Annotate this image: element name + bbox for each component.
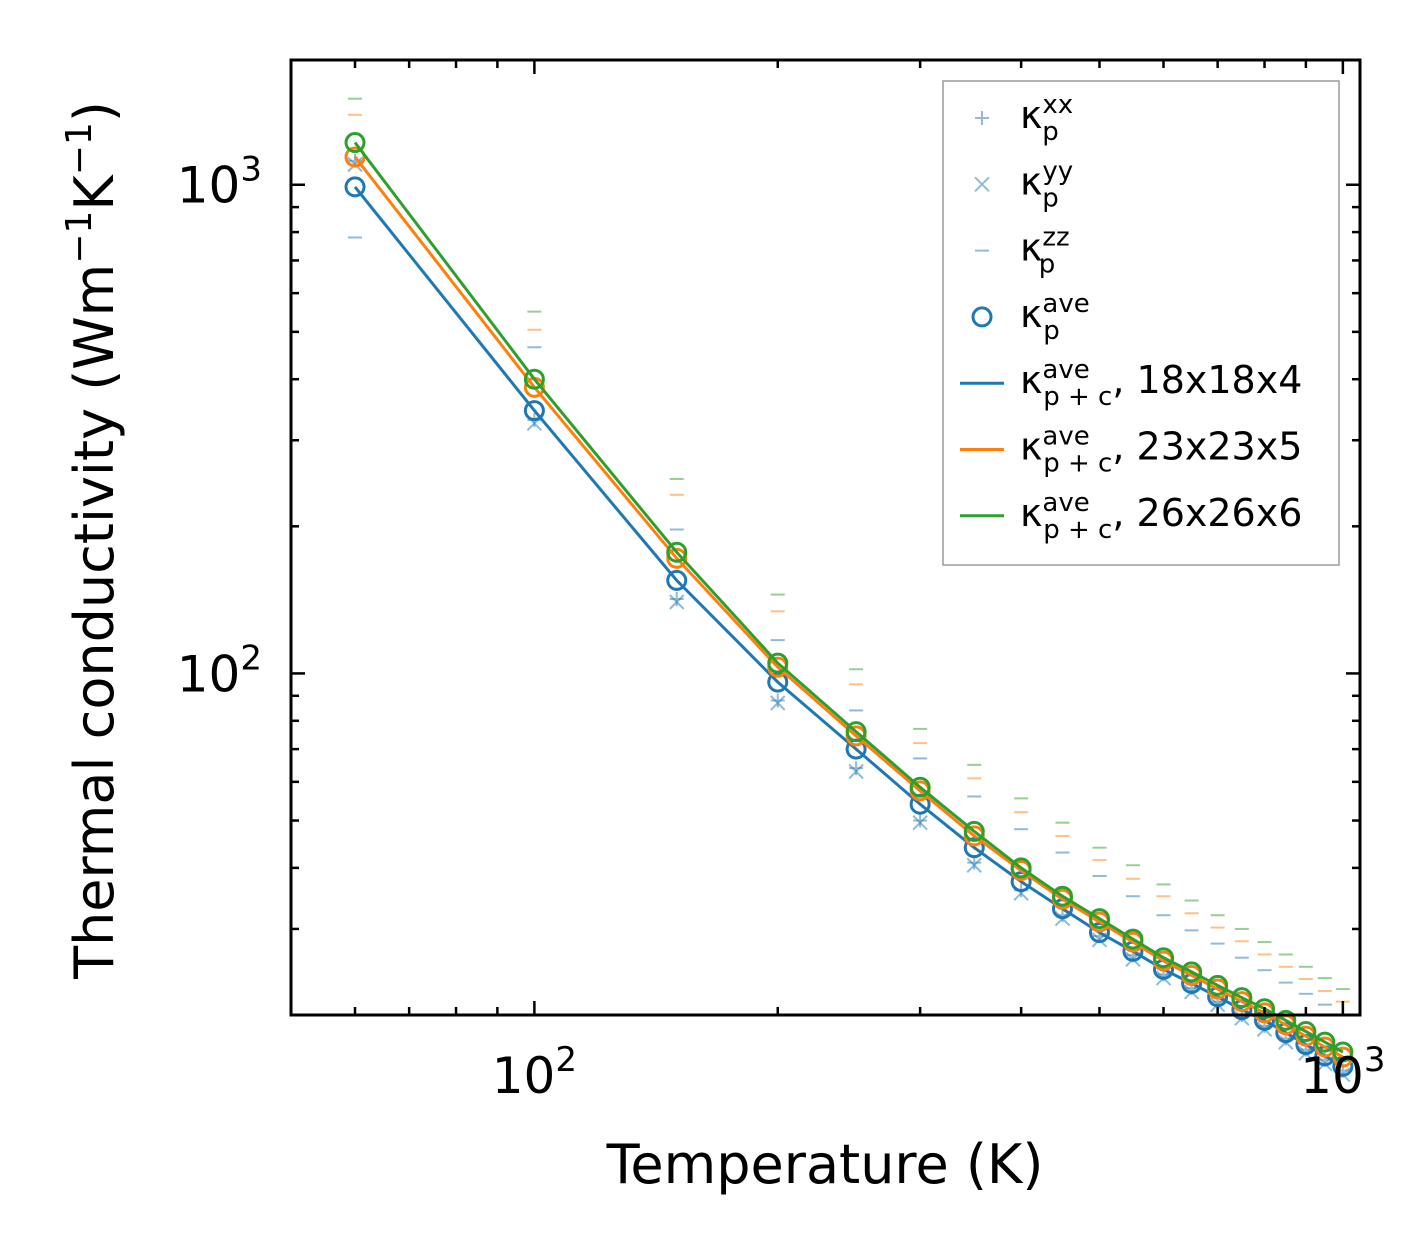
- circle-ave-18x18x4: [1010, 871, 1032, 893]
- y-axis-label: Thermal conductivity (Wm−1K−1): [59, 101, 126, 980]
- y-axis-label-sup1: −1: [59, 211, 100, 264]
- circle-ave-26x26x6: [523, 368, 545, 390]
- y-axis-label-mid: K: [63, 174, 126, 211]
- circle-ave-18x18x4: [344, 176, 366, 198]
- legend-marker: [971, 306, 993, 328]
- legend-label: κave p + c, 26x26x6: [1020, 488, 1302, 545]
- circle-ave-26x26x6: [1207, 974, 1229, 996]
- axes: [289, 58, 1362, 1017]
- circle-ave-26x26x6: [963, 820, 985, 842]
- circle-ave-26x26x6: [1275, 1009, 1297, 1031]
- point-kyy: [966, 857, 982, 873]
- legend-marker: [975, 111, 989, 125]
- point-kyy: [770, 695, 786, 711]
- circle-ave-26x26x6: [1314, 1031, 1336, 1053]
- legend-box: [942, 80, 1340, 566]
- circle-ave-26x26x6: [666, 541, 688, 563]
- ticks: 102 103 102 103: [177, 60, 1386, 1105]
- legend-label: κzz p: [1020, 223, 1070, 280]
- circle-ave-18x18x4: [1332, 1055, 1354, 1077]
- axes-frame: [289, 58, 1362, 1017]
- legend-entry: κzz p: [975, 223, 1070, 280]
- x-axis-label: Temperature (K): [606, 1133, 1044, 1196]
- circle-ave-26x26x6: [767, 652, 789, 674]
- circle-ave-26x26x6: [1254, 998, 1276, 1020]
- point-kxx: [849, 761, 864, 776]
- legend-entry: κave p + c, 23x23x5: [960, 422, 1302, 479]
- circle-ave-26x26x6: [1231, 987, 1253, 1009]
- circle-ave-23x23x5: [666, 547, 688, 569]
- circle-ave-18x18x4: [963, 837, 985, 859]
- svg-text:Thermal conductivity (Wm−1K−1): Thermal conductivity (Wm−1K−1): [59, 101, 126, 980]
- legend-entry: κave p + c, 26x26x6: [960, 488, 1302, 545]
- circle-ave-26x26x6: [1051, 885, 1073, 907]
- point-kxx: [770, 693, 785, 708]
- circle-ave-26x26x6: [1010, 857, 1032, 879]
- x-tick-label: 103: [1300, 1040, 1385, 1105]
- y-axis-label-sup2: −1: [59, 122, 100, 175]
- line-ave-26x26x6: [353, 141, 1344, 1054]
- line-ave-23x23x5: [353, 155, 1344, 1059]
- legend-entry: κxx p: [975, 90, 1073, 147]
- point-kxx: [669, 592, 684, 607]
- legend-label: κyy p: [1020, 156, 1073, 213]
- circle-ave-26x26x6: [1088, 908, 1110, 930]
- series-ave-26x26x6: [344, 132, 1354, 1063]
- circle-ave-23x23x5: [344, 146, 366, 168]
- circle-ave-26x26x6: [1122, 928, 1144, 950]
- point-kyy: [669, 594, 685, 610]
- circle-ave-18x18x4: [666, 569, 688, 591]
- y-axis-label-end: ): [63, 101, 126, 122]
- y-axis-label-main: Thermal conductivity (Wm: [63, 264, 126, 980]
- y-tick-label: 102: [177, 638, 262, 703]
- point-kyy: [912, 814, 928, 831]
- point-kyy: [848, 763, 864, 780]
- circle-ave-26x26x6: [1332, 1041, 1354, 1063]
- point-kxx: [913, 813, 928, 828]
- legend-label: κave p: [1020, 289, 1090, 346]
- legend-label: κxx p: [1020, 90, 1073, 147]
- y-tick-label: 103: [177, 150, 262, 215]
- circle-ave-26x26x6: [909, 776, 931, 798]
- series-kzz_green: [348, 97, 1350, 991]
- line-ave-18x18x4: [353, 185, 1344, 1068]
- circle-ave-18x18x4: [523, 400, 545, 422]
- legend-label: κave p + c, 18x18x4: [1020, 355, 1302, 412]
- legend: κxx p κyy p κzz p κave p κave p + c, 18x18x4 κave p…: [942, 80, 1340, 566]
- circle-ave-26x26x6: [1181, 961, 1203, 983]
- legend-entry: κyy p: [974, 156, 1073, 213]
- plot-area: [344, 97, 1354, 1083]
- circle-ave-26x26x6: [1295, 1021, 1317, 1043]
- circle-ave-26x26x6: [1153, 947, 1175, 969]
- legend-entry: κave p + c, 18x18x4: [960, 355, 1302, 412]
- x-tick-label: 102: [492, 1040, 577, 1105]
- legend-label: κave p + c, 23x23x5: [1020, 422, 1302, 479]
- legend-marker: [974, 176, 990, 193]
- circle-ave-26x26x6: [845, 721, 867, 743]
- series-kzz_blue: [348, 236, 1350, 1016]
- legend-entry: κave p: [971, 289, 1090, 346]
- circle-ave-26x26x6: [344, 132, 366, 154]
